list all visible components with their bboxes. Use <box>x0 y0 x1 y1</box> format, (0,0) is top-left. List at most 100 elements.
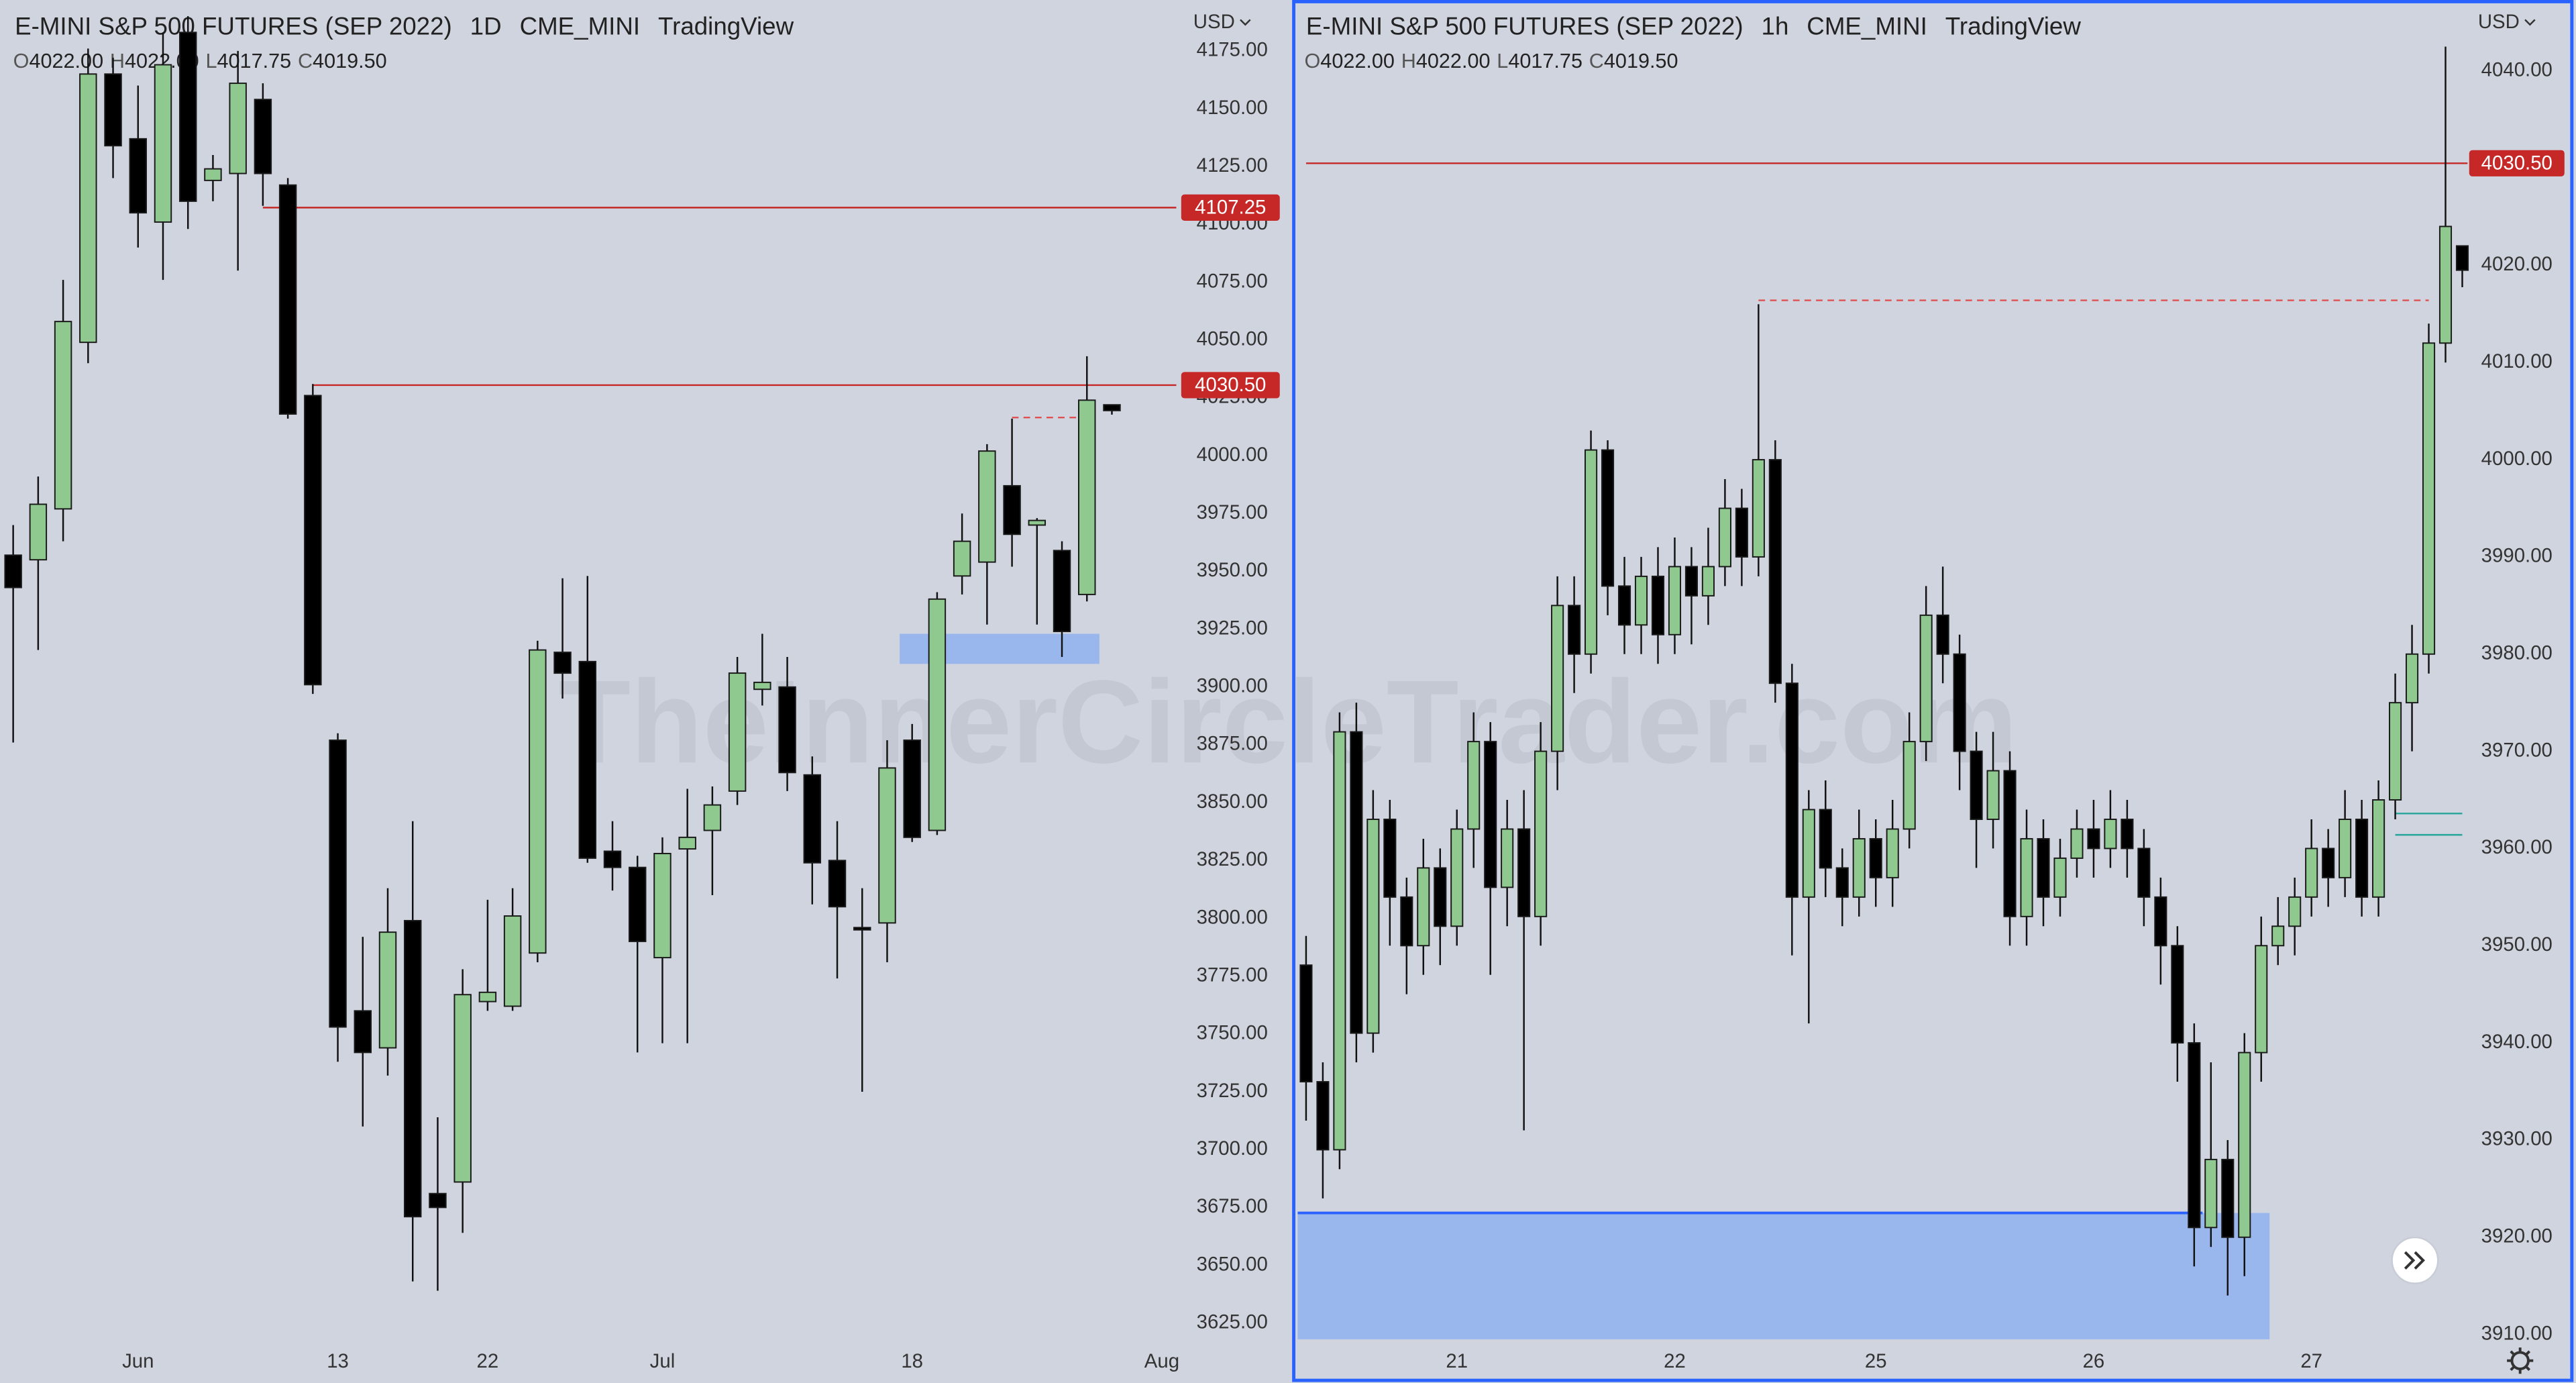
candle-down <box>1970 750 1983 820</box>
y-tick-label: 3990.00 <box>2481 545 2553 567</box>
candle-down <box>104 73 122 147</box>
candle-down <box>2171 945 2184 1044</box>
candle-up <box>1886 828 1899 878</box>
candle-up <box>1668 566 1682 635</box>
candle-up <box>928 598 947 831</box>
y-tick-label: 4175.00 <box>1197 39 1268 61</box>
y-tick-label: 4000.00 <box>2481 448 2553 470</box>
candle-down <box>1869 837 1882 878</box>
x-tick-label: Aug <box>1144 1350 1179 1372</box>
candle-down <box>129 138 147 214</box>
candle-up <box>728 672 747 792</box>
candle-down <box>4 554 22 588</box>
y-tick-label: 3700.00 <box>1197 1137 1268 1160</box>
candle-down <box>553 652 572 674</box>
candle-down <box>1003 484 1021 535</box>
y-tick-label: 3970.00 <box>2481 739 2553 761</box>
candle-up <box>1701 566 1715 597</box>
ohlc-key: O <box>13 50 30 72</box>
y-tick-label: 3950.00 <box>1197 559 1268 581</box>
candle-up <box>978 450 996 563</box>
y-tick-label: 3775.00 <box>1197 964 1268 986</box>
candle-up <box>1919 614 1933 743</box>
x-tick-label: 27 <box>2300 1350 2322 1372</box>
candle-up <box>378 931 397 1049</box>
scroll-button[interactable] <box>2391 1236 2439 1284</box>
candle-up <box>154 64 172 223</box>
y-tick-label: 3825.00 <box>1197 848 1268 870</box>
candle-up <box>703 804 722 831</box>
price-tag <box>1181 194 1280 221</box>
candle-up <box>1467 741 1481 830</box>
y-tick-label: 3725.00 <box>1197 1080 1268 1102</box>
price-tag <box>2469 150 2565 176</box>
y-tick-label: 3940.00 <box>2481 1031 2553 1053</box>
y-tick-label: 4150.00 <box>1197 97 1268 119</box>
candle-up <box>2422 342 2436 655</box>
candle-down <box>778 686 796 774</box>
ohlc-value: 4017.75 <box>217 50 292 72</box>
candle-up <box>2204 1158 2218 1229</box>
candle-down <box>1383 818 1397 898</box>
candle-down <box>1601 449 1615 587</box>
active-panel-border <box>1292 0 2574 1382</box>
candle-down <box>1735 507 1748 558</box>
candle-up <box>1417 867 1430 947</box>
candle-down <box>1568 605 1581 655</box>
candle-down <box>2188 1042 2201 1229</box>
candle-up <box>953 540 971 577</box>
x-tick-label: 18 <box>901 1350 923 1372</box>
candle-up <box>1852 837 1866 898</box>
candle-down <box>2087 828 2100 850</box>
candle-down <box>803 774 822 864</box>
y-tick-label: 3980.00 <box>2481 642 2553 664</box>
candle-down <box>2455 245 2469 271</box>
candle-up <box>453 994 472 1183</box>
header-brand: TradingView <box>1945 12 2082 40</box>
candle-up <box>1902 741 1916 830</box>
candle-down <box>178 32 197 202</box>
candle-up <box>79 73 97 344</box>
candle-up <box>54 321 72 510</box>
candle-up <box>653 852 672 959</box>
ohlc-key: O <box>1304 50 1320 72</box>
x-tick-label: 22 <box>477 1350 499 1372</box>
candle-up <box>2405 653 2419 704</box>
candle-down <box>1684 566 1699 597</box>
header-interval: 1h <box>1762 12 1789 40</box>
y-tick-label: 3675.00 <box>1197 1195 1268 1217</box>
candle-down <box>828 860 847 908</box>
candle-up <box>1366 818 1380 1034</box>
candle-up <box>2305 848 2318 898</box>
settings-button[interactable] <box>2507 1347 2534 1374</box>
chart-header: E-MINI S&P 500 FUTURES (SEP 2022) 1D CME_M… <box>15 12 794 40</box>
candle-down <box>1400 896 1413 947</box>
y-tick-label: 3800.00 <box>1197 906 1268 928</box>
y-tick-label: 4125.00 <box>1197 154 1268 176</box>
candle-up <box>2339 818 2352 878</box>
y-tick-label: 3930.00 <box>2481 1128 2553 1150</box>
ohlc-key: L <box>205 50 217 72</box>
currency-chevron <box>2524 19 2536 26</box>
candle-down <box>629 866 647 942</box>
ohlc-value: 4019.50 <box>1604 50 1678 72</box>
y-tick-label: 4050.00 <box>1197 327 1268 350</box>
candle-up <box>1534 750 1548 917</box>
chart-header: E-MINI S&P 500 FUTURES (SEP 2022) 1h CME_M… <box>1306 12 2081 40</box>
candle-down <box>354 1010 372 1054</box>
candle-down <box>603 850 622 868</box>
candle-up <box>2288 896 2302 927</box>
candle-down <box>278 184 297 415</box>
candle-up <box>529 649 547 954</box>
candle-down <box>1316 1081 1330 1151</box>
ohlc-value: 4022.00 <box>1320 50 1395 72</box>
currency-chevron <box>1240 19 1251 26</box>
price-tag-label: 4107.25 <box>1195 196 1266 218</box>
header-exchange: CME_MINI <box>1807 12 1927 40</box>
y-tick-label: 4040.00 <box>2481 58 2553 81</box>
zones-layer <box>900 633 2270 1339</box>
candle-up <box>29 503 48 561</box>
y-tick-label: 3850.00 <box>1197 790 1268 813</box>
ohlc-key: H <box>110 50 125 72</box>
